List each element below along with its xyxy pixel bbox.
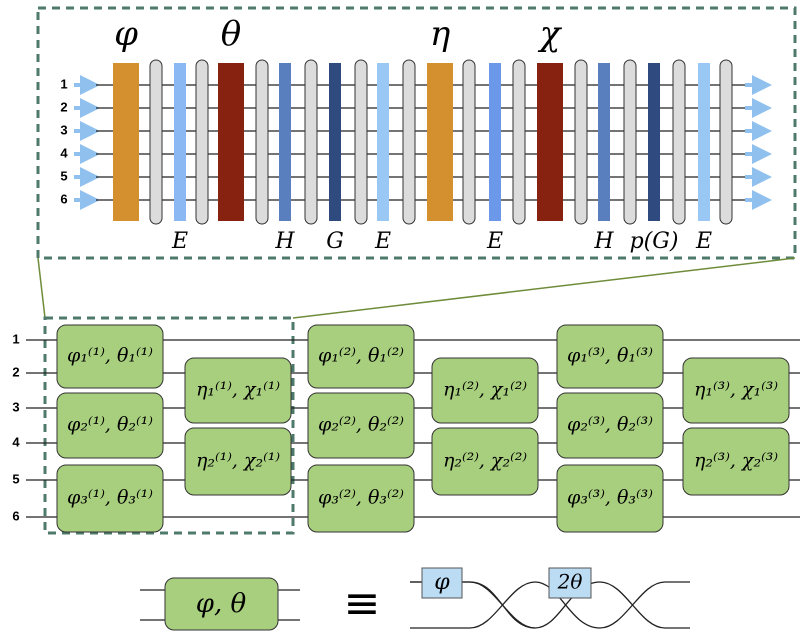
gate-label: p(G): [630, 229, 679, 254]
mzi-box: [431, 427, 539, 496]
mzi-label: φ₂⁽¹⁾, θ₂⁽¹⁾: [67, 414, 153, 436]
gate: [489, 63, 501, 221]
mzi-label: φ₃⁽¹⁾, θ₃⁽¹⁾: [67, 487, 153, 509]
phase-box: [548, 567, 592, 599]
mzi-box: [682, 427, 790, 496]
mzi-label: φ₁⁽²⁾, θ₁⁽²⁾: [318, 345, 404, 367]
mzi-box: [56, 464, 164, 533]
mzi-box: [431, 357, 539, 424]
mzi-label: φ₂⁽²⁾, θ₂⁽²⁾: [318, 414, 404, 436]
wire-label: 5: [60, 168, 67, 183]
wire-label: 1: [60, 76, 67, 91]
mzi-label: η₁⁽¹⁾, χ₁⁽¹⁾: [196, 379, 280, 401]
gate-label: η: [430, 14, 451, 54]
section-frame: [43, 316, 295, 535]
mzi-label: η₁⁽²⁾, χ₁⁽²⁾: [443, 379, 527, 401]
wire-label: 6: [12, 508, 19, 523]
mzi-box: [56, 392, 164, 459]
gate-label: E: [171, 229, 188, 254]
gate-label: E: [486, 229, 503, 254]
phase-label: 2θ: [557, 570, 583, 594]
gate-label: θ: [221, 14, 241, 54]
gate-label: G: [326, 229, 344, 254]
mzi-label: η₂⁽¹⁾, χ₂⁽¹⁾: [196, 450, 280, 472]
wire-label: 3: [12, 399, 19, 414]
beam-splitter: [512, 59, 526, 225]
wire-label: 4: [60, 145, 68, 160]
mzi-box: [682, 357, 790, 424]
mzi-label: η₂⁽³⁾, χ₂⁽³⁾: [694, 450, 778, 472]
equiv: ≡: [344, 578, 381, 629]
mzi-box: [56, 324, 164, 389]
phase-gate: [218, 63, 244, 221]
mzi-box: [307, 324, 415, 389]
beam-splitter: [574, 59, 588, 225]
gate: [698, 63, 710, 221]
mzi-box: [307, 464, 415, 533]
mzi-box: [164, 577, 279, 631]
zoom-line: [292, 257, 796, 319]
mzi-box: [184, 357, 292, 424]
zoom-line: [37, 257, 46, 319]
mzi-label: φ₁⁽³⁾, θ₁⁽³⁾: [567, 345, 653, 367]
beam-splitter: [304, 59, 318, 225]
beam-splitter: [462, 59, 476, 225]
gate: [377, 63, 389, 221]
mzi-box: [307, 392, 415, 459]
mzi-label: φ₃⁽²⁾, θ₃⁽²⁾: [318, 487, 404, 509]
mzi-box: [184, 427, 292, 496]
beam-splitter: [149, 59, 163, 225]
gate: [329, 63, 341, 221]
gate: [598, 63, 610, 221]
mzi-label: η₁⁽³⁾, χ₁⁽³⁾: [694, 379, 778, 401]
mzi-label: φ₁⁽¹⁾, θ₁⁽¹⁾: [67, 345, 153, 367]
legend-label: φ, θ: [196, 589, 247, 619]
wire-label: 2: [12, 364, 19, 379]
wire-label: 2: [60, 99, 67, 114]
wire-label: 4: [12, 434, 20, 449]
gate-label: H: [274, 229, 295, 254]
gate-label: χ: [538, 14, 563, 54]
gate: [648, 63, 660, 221]
beam-splitter: [255, 59, 269, 225]
mzi-box: [556, 464, 664, 533]
phase-box: [421, 567, 463, 599]
wire-label: 6: [60, 191, 67, 206]
gate-label: E: [695, 229, 712, 254]
gate-label: H: [593, 229, 614, 254]
gate: [174, 63, 186, 221]
wire-label: 1: [12, 331, 19, 346]
beam-splitter: [672, 59, 686, 225]
mzi-label: φ₃⁽³⁾, θ₃⁽³⁾: [567, 487, 653, 509]
mzi-label: η₂⁽²⁾, χ₂⁽²⁾: [443, 450, 527, 472]
zoom-frame: [36, 6, 797, 260]
phase-gate: [537, 63, 563, 221]
phase-gate: [427, 63, 453, 221]
gate: [279, 63, 291, 221]
beam-splitter: [402, 59, 416, 225]
mzi-label: φ₂⁽³⁾, θ₂⁽³⁾: [567, 414, 653, 436]
wire-label: 3: [60, 122, 67, 137]
mzi-box: [556, 324, 664, 389]
gate-label: φ: [114, 14, 138, 54]
wire: [410, 581, 690, 629]
beam-splitter: [719, 59, 733, 225]
phase-label: φ: [434, 570, 450, 595]
phase-gate: [113, 63, 139, 221]
wire-label: 5: [12, 471, 19, 486]
mzi-box: [556, 392, 664, 459]
beam-splitter: [623, 59, 637, 225]
beam-splitter: [354, 59, 368, 225]
gate-label: E: [374, 229, 391, 254]
beam-splitter: [195, 59, 209, 225]
